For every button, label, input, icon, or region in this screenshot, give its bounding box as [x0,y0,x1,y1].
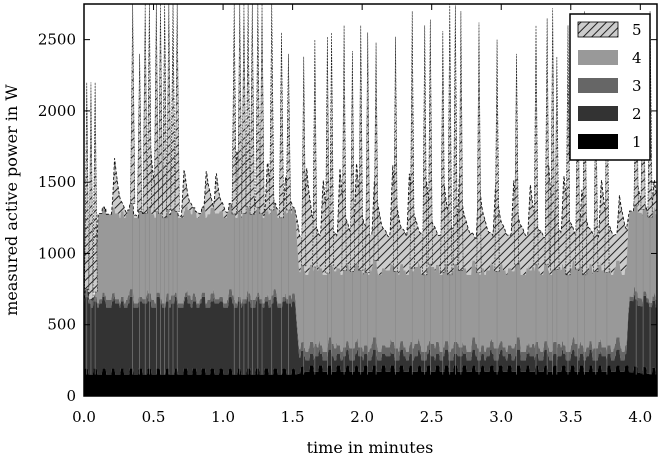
x-tick-label: 3.0 [489,408,513,426]
spike-mark [157,4,163,214]
spike-mark [137,53,143,212]
spike-mark [285,53,291,211]
x-tick-label: 1.0 [211,408,235,426]
legend-swatch-5 [577,21,619,38]
spike-mark [162,4,168,219]
spike-mark [409,11,415,269]
y-axis: 0 500 1000 1500 2000 2500 [38,31,657,405]
spike-mark [249,4,255,215]
area-series-3 [84,286,657,361]
spike-mark [278,32,284,219]
spike-mark [358,25,364,271]
spike-mark [440,31,446,273]
area-series-2 [84,294,657,375]
legend-label-3: 3 [632,77,642,95]
spike-mark [237,4,243,212]
spike-mark [593,89,599,272]
spike-mark [544,18,550,265]
spike-mark [324,36,330,274]
spike-mark [514,53,520,265]
legend-label-5: 5 [632,21,642,39]
x-tick-label: 0.5 [142,408,166,426]
plot-frame [83,3,658,397]
legend-swatch-3 [578,78,618,93]
spike-mark [241,4,247,214]
y-tick-label: 2000 [38,102,76,120]
spike-mark [174,4,180,212]
spike-mark [142,4,148,214]
x-tick-label: 1.5 [281,408,305,426]
spike-mark [84,82,90,290]
spike-mark [554,56,560,270]
spike-mark [494,39,500,272]
spike-mark [301,56,307,267]
spike-mark [153,4,159,212]
area-series-1 [84,365,657,396]
x-tick-label: 2.5 [420,408,444,426]
area-series-4 [84,201,657,353]
y-axis-label: measured active power in W [2,84,21,316]
y-tick-label: 1500 [38,173,76,191]
spike-mark [373,42,379,261]
spike-mark [259,4,265,214]
spike-mark [349,51,355,272]
spike-mark [447,4,453,276]
spike-mark [533,25,539,266]
legend-swatch-4 [578,50,618,65]
spike-mark [255,4,261,208]
legend-swatch-2 [578,106,618,121]
legend: 5 4 3 2 1 [569,13,651,161]
legend-label-1: 1 [632,133,642,151]
spike-mark [166,4,172,210]
legend-label-4: 4 [632,49,642,67]
x-axis-label: time in minutes [307,438,434,457]
spike-mark [458,11,464,271]
spike-mark [231,4,237,215]
spike-mark [146,4,152,209]
plot-area [84,4,657,396]
series-5-outline [84,150,657,304]
x-axis: 0.0 0.5 1.0 1.5 2.0 2.5 3.0 3.5 4.0 [72,4,652,426]
y-tick-label: 500 [47,316,76,334]
spike-mark [92,82,98,293]
x-tick-label: 2.0 [350,408,374,426]
spike-mark [312,39,318,268]
x-tick-label: 3.5 [559,408,583,426]
spike-mark [130,4,136,204]
spike-mark [88,82,94,300]
spike-mark [341,25,347,271]
spike-mark [550,8,556,271]
y-tick-label: 0 [66,387,76,405]
spike-mark [269,4,275,211]
spike-mark [365,32,371,273]
spike-mark [427,19,433,265]
spike-mark [476,22,482,273]
legend-swatch-1 [578,134,618,149]
spike-mark [422,25,428,276]
spike-mark [452,5,458,266]
x-tick-label: 4.0 [628,408,652,426]
legend-label-2: 2 [632,105,642,123]
spike-mark [245,4,251,208]
spike-mark [170,4,176,211]
x-tick-label: 0.0 [72,408,96,426]
spike-mark [329,32,335,267]
y-tick-label: 1000 [38,244,76,262]
y-tick-label: 2500 [38,31,76,49]
spike-mark [393,36,399,272]
